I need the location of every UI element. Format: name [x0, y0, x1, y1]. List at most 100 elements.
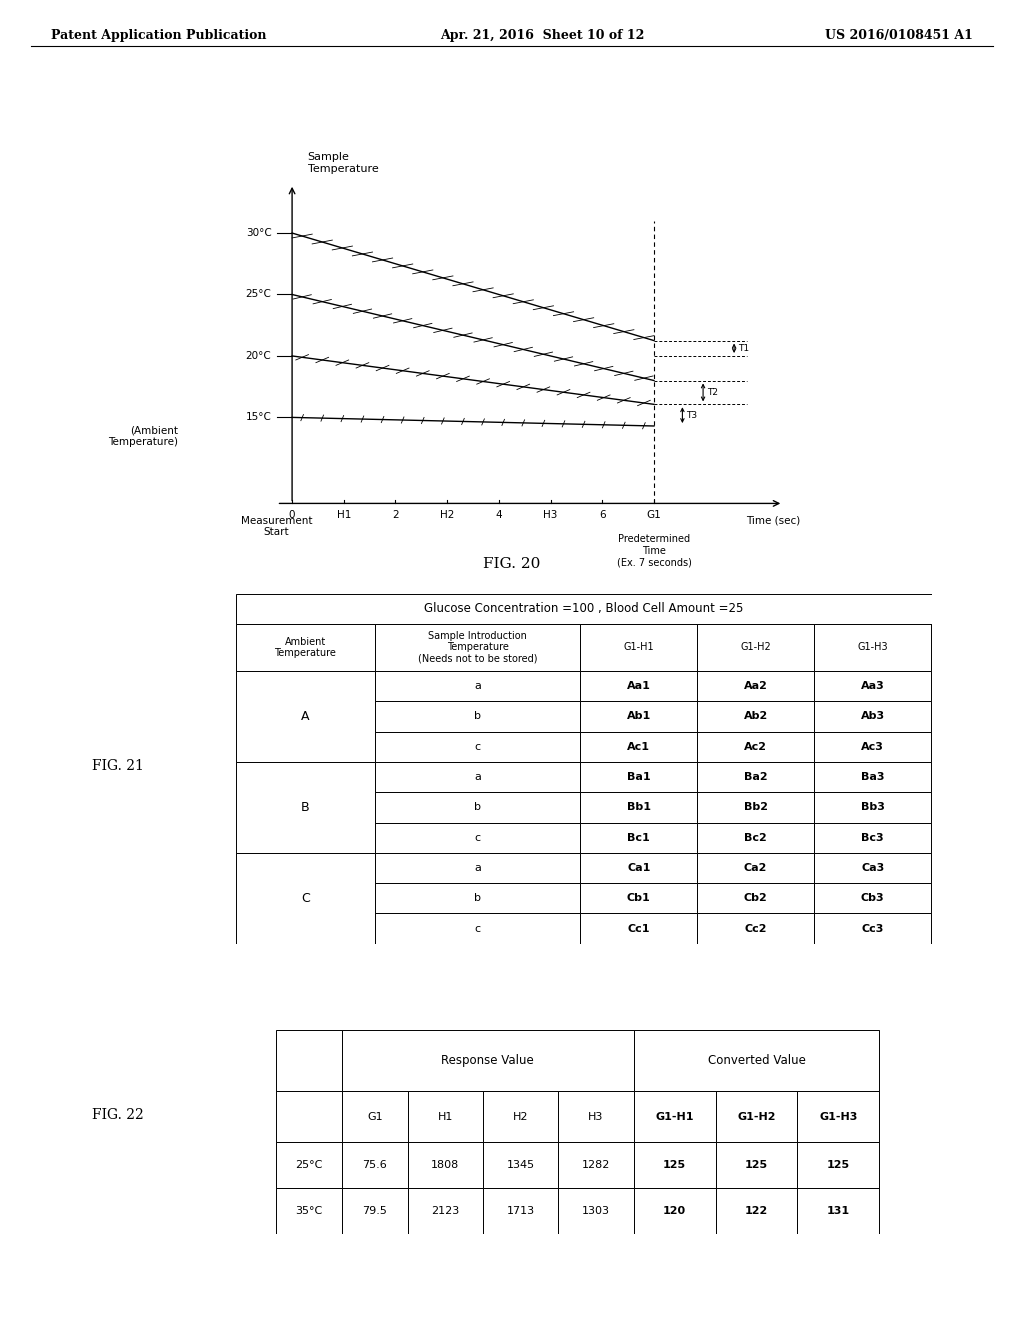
Text: 35°C: 35°C: [296, 1206, 323, 1216]
Text: Ca3: Ca3: [861, 863, 885, 873]
Bar: [375, 671, 581, 701]
Text: Ba2: Ba2: [743, 772, 767, 781]
Text: Ba3: Ba3: [861, 772, 885, 781]
Bar: [342, 1142, 408, 1188]
Text: Cc3: Cc3: [861, 924, 884, 933]
Bar: [814, 731, 931, 762]
Text: Aa2: Aa2: [743, 681, 768, 692]
Bar: [814, 762, 931, 792]
Bar: [581, 731, 697, 762]
Bar: [236, 853, 375, 944]
Text: H1: H1: [437, 1111, 453, 1122]
Text: US 2016/0108451 A1: US 2016/0108451 A1: [825, 29, 973, 42]
Text: a: a: [474, 863, 481, 873]
Bar: [558, 1090, 634, 1142]
Text: 20°C: 20°C: [246, 351, 271, 360]
Text: H3: H3: [544, 510, 558, 520]
Bar: [581, 853, 697, 883]
Text: H1: H1: [337, 510, 351, 520]
Text: Cc2: Cc2: [744, 924, 767, 933]
Bar: [483, 1090, 558, 1142]
Text: FIG. 21: FIG. 21: [92, 759, 144, 772]
Text: 1282: 1282: [582, 1160, 610, 1170]
Text: c: c: [474, 742, 480, 752]
Text: 125: 125: [664, 1160, 686, 1170]
Bar: [697, 853, 814, 883]
Text: Glucose Concentration =100 , Blood Cell Amount =25: Glucose Concentration =100 , Blood Cell …: [424, 602, 743, 615]
Bar: [236, 594, 932, 624]
Bar: [716, 1142, 798, 1188]
Bar: [716, 1188, 798, 1234]
Bar: [814, 913, 931, 944]
Text: Sample Introduction
Temperature
(Needs not to be stored): Sample Introduction Temperature (Needs n…: [418, 631, 538, 664]
Text: Bc3: Bc3: [861, 833, 884, 842]
Text: Ac1: Ac1: [627, 742, 650, 752]
Text: Aa3: Aa3: [861, 681, 885, 692]
Text: T2: T2: [707, 388, 718, 397]
Text: T1: T1: [737, 343, 749, 352]
Bar: [236, 671, 375, 762]
Bar: [814, 853, 931, 883]
Bar: [581, 822, 697, 853]
Text: Ab1: Ab1: [627, 711, 651, 722]
Text: 4: 4: [496, 510, 502, 520]
Bar: [716, 1090, 798, 1142]
Bar: [236, 762, 375, 853]
Text: Ba1: Ba1: [627, 772, 650, 781]
Bar: [581, 762, 697, 792]
Text: Ca2: Ca2: [744, 863, 767, 873]
Text: (Ambient
Temperature): (Ambient Temperature): [109, 425, 178, 446]
Bar: [581, 913, 697, 944]
Bar: [375, 792, 581, 822]
Text: a: a: [474, 772, 481, 781]
Text: 1808: 1808: [431, 1160, 460, 1170]
Text: Ambient
Temperature: Ambient Temperature: [274, 636, 336, 659]
Bar: [581, 701, 697, 731]
Bar: [581, 792, 697, 822]
Text: FIG. 22: FIG. 22: [92, 1109, 144, 1122]
Bar: [558, 1142, 634, 1188]
Text: Ca1: Ca1: [627, 863, 650, 873]
Text: 125: 125: [827, 1160, 850, 1170]
Bar: [798, 1090, 880, 1142]
Text: Bb3: Bb3: [861, 803, 885, 812]
Bar: [342, 1188, 408, 1234]
Text: G1: G1: [367, 1111, 383, 1122]
Text: Ab2: Ab2: [743, 711, 768, 722]
Bar: [581, 624, 697, 671]
Bar: [276, 1142, 342, 1188]
Text: Aa1: Aa1: [627, 681, 650, 692]
Text: 6: 6: [599, 510, 605, 520]
Bar: [697, 624, 814, 671]
Text: Apr. 21, 2016  Sheet 10 of 12: Apr. 21, 2016 Sheet 10 of 12: [440, 29, 645, 42]
Text: 79.5: 79.5: [362, 1206, 387, 1216]
Bar: [408, 1090, 483, 1142]
Text: b: b: [474, 711, 481, 722]
Bar: [697, 762, 814, 792]
Bar: [697, 883, 814, 913]
Bar: [558, 1188, 634, 1234]
Bar: [375, 822, 581, 853]
Text: 2123: 2123: [431, 1206, 460, 1216]
Bar: [634, 1090, 716, 1142]
Text: G1-H2: G1-H2: [737, 1111, 776, 1122]
Bar: [408, 1142, 483, 1188]
Text: c: c: [474, 924, 480, 933]
Text: 25°C: 25°C: [246, 289, 271, 300]
Text: Bb2: Bb2: [743, 803, 768, 812]
Bar: [236, 624, 375, 671]
Bar: [798, 1188, 880, 1234]
Text: 1303: 1303: [582, 1206, 610, 1216]
Bar: [375, 701, 581, 731]
Text: Response Value: Response Value: [441, 1053, 535, 1067]
Bar: [276, 1030, 342, 1090]
Text: C: C: [301, 892, 309, 904]
Bar: [697, 822, 814, 853]
Bar: [634, 1142, 716, 1188]
Bar: [342, 1090, 408, 1142]
Text: Ac3: Ac3: [861, 742, 884, 752]
Bar: [798, 1142, 880, 1188]
Bar: [276, 1188, 342, 1234]
Bar: [375, 762, 581, 792]
Text: G1: G1: [646, 510, 662, 520]
